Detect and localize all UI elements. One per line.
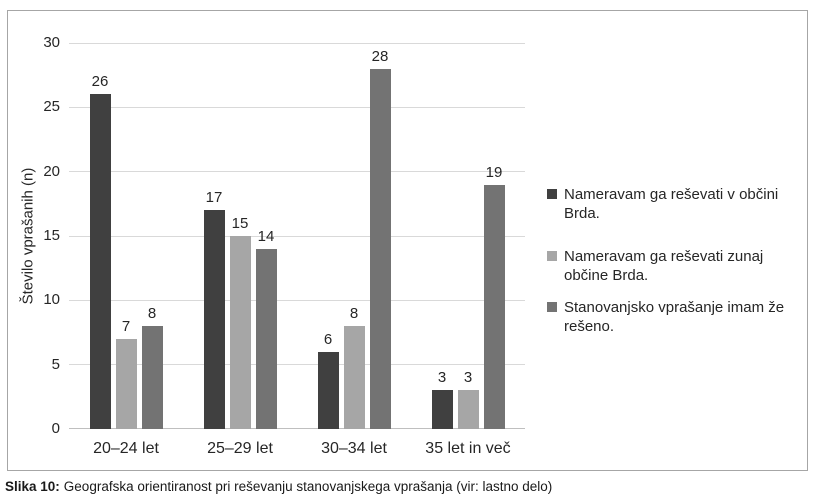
bar-wrap: 15 (229, 43, 251, 429)
plot-area: 26 7 8 17 15 14 6 8 28 3 3 19 (69, 42, 525, 429)
x-category-label: 35 let in več (425, 440, 511, 457)
gridline (69, 42, 525, 44)
bar-value-label: 17 (205, 189, 223, 207)
bar (89, 94, 111, 429)
caption-text: Geografska orientiranost pri reševanju s… (63, 479, 553, 494)
bar-value-label: 19 (485, 163, 503, 181)
x-category-label: 30–34 let (321, 440, 387, 457)
bar (141, 326, 163, 429)
legend-label: Nameravam ga reševati zunaj občine Brda. (564, 248, 764, 284)
bar-value-label: 6 (323, 330, 333, 348)
bar (229, 236, 251, 429)
bar-wrap: 3 (457, 43, 479, 429)
bar (203, 210, 225, 429)
bar-group: 17 15 14 (183, 43, 297, 429)
y-tick-label: 15 (43, 227, 60, 244)
bar (483, 184, 505, 429)
bar-value-label: 14 (257, 227, 275, 245)
bar-wrap: 7 (115, 43, 137, 429)
x-category-label: 25–29 let (207, 440, 273, 457)
caption-label: Slika 10: (5, 479, 60, 494)
bar-value-label: 3 (463, 369, 473, 387)
bar-wrap: 19 (483, 43, 505, 429)
y-tick-label: 0 (51, 420, 60, 437)
bar (255, 248, 277, 429)
gridline (69, 171, 525, 173)
bar-value-label: 3 (437, 369, 447, 387)
legend-marker-icon (547, 251, 557, 261)
bar (431, 390, 453, 429)
bar-value-label: 8 (147, 305, 157, 323)
legend-marker-icon (547, 302, 557, 312)
legend-marker-icon (547, 189, 557, 199)
bar-value-label: 15 (231, 215, 249, 232)
bar-value-label: 8 (349, 305, 359, 323)
bar (343, 326, 365, 429)
bar-value-label: 7 (121, 317, 131, 335)
bar-group: 26 7 8 (69, 43, 183, 429)
y-tick-label: 30 (43, 34, 60, 51)
y-tick-label: 20 (43, 162, 60, 180)
bar-groups: 26 7 8 17 15 14 6 8 28 3 3 19 (69, 43, 525, 429)
legend: Nameravam ga reševati v občini Brda. Name… (547, 185, 809, 336)
y-tick-label: 25 (43, 98, 60, 116)
figure-caption: Slika 10: Geografska orientiranost pri re… (5, 479, 552, 494)
bar-wrap: 8 (343, 43, 365, 429)
bar-wrap: 17 (203, 43, 225, 429)
bar-wrap: 8 (141, 43, 163, 429)
bar-wrap: 28 (369, 43, 391, 429)
bar-wrap: 6 (317, 43, 339, 429)
bar-value-label: 26 (91, 73, 109, 91)
bar (115, 338, 137, 429)
bar-group: 6 8 28 (297, 43, 411, 429)
x-axis-labels: 20–24 let 25–29 let 30–34 let 35 let in več (69, 440, 525, 458)
legend-label: Nameravam ga reševati v občini Brda. (564, 186, 779, 222)
chart-frame: Število vprašanih (n) 0 5 10 15 20 25 30 26 7 8 1… (7, 10, 808, 471)
gridline (69, 364, 525, 366)
legend-item: Nameravam ga reševati zunaj občine Brda. (547, 247, 809, 285)
bar-wrap: 26 (89, 43, 111, 429)
bar (457, 390, 479, 429)
legend-item: Nameravam ga reševati v občini Brda. (547, 185, 809, 223)
bar (369, 68, 391, 429)
gridline (69, 106, 525, 108)
y-tick-label: 5 (51, 355, 60, 373)
gridline (69, 299, 525, 301)
legend-label: Stanovanjsko vprašanje imam že rešeno. (564, 299, 785, 335)
bar (317, 351, 339, 429)
bar-wrap: 3 (431, 43, 453, 429)
x-axis-line (69, 428, 525, 429)
bar-value-label: 28 (371, 47, 389, 65)
bar-wrap: 14 (255, 43, 277, 429)
x-category-label: 20–24 let (93, 440, 159, 457)
legend-item: Stanovanjsko vprašanje imam že rešeno. (547, 298, 809, 336)
y-tick-label: 10 (43, 291, 60, 309)
bar-group: 3 3 19 (411, 43, 525, 429)
gridline (69, 235, 525, 237)
